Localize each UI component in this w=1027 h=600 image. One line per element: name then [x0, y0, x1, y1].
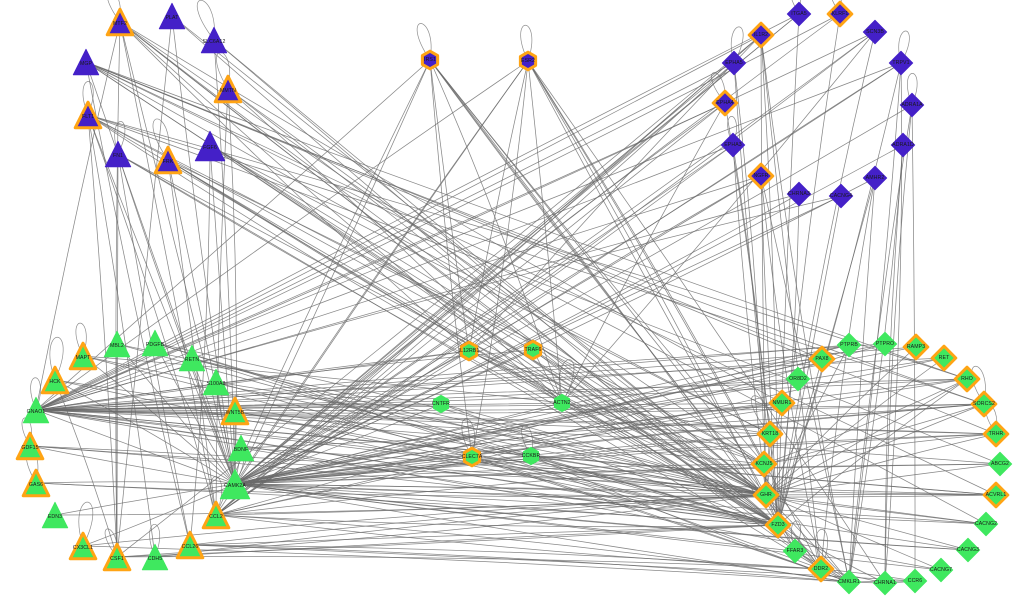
- node-sorcs2[interactable]: SORCS2: [970, 390, 998, 418]
- node-trpv1[interactable]: TRPV1: [887, 49, 915, 77]
- node-bdnf[interactable]: BDNF: [226, 433, 256, 463]
- node-ccr6[interactable]: CCR6: [901, 567, 929, 595]
- node-rho[interactable]: RHO: [953, 365, 981, 393]
- node-ddr2[interactable]: DDR2: [807, 555, 835, 583]
- node-gdf15[interactable]: GDF15: [15, 431, 45, 461]
- node-actn2[interactable]: ACTN2: [551, 392, 573, 414]
- node-ffar3[interactable]: FFAR3: [781, 537, 809, 565]
- node-s100a8[interactable]: S100A8: [201, 367, 231, 397]
- node-ccl26[interactable]: CCL26: [175, 530, 205, 560]
- node-il1r2[interactable]: IL1R2: [747, 21, 775, 49]
- node-hck[interactable]: HCK: [40, 365, 70, 395]
- node-cckbr[interactable]: CCKBR: [520, 445, 542, 467]
- node-cmklr1[interactable]: CMKLR1: [835, 568, 863, 596]
- node-plat[interactable]: PLAT: [157, 1, 187, 31]
- node-mgp[interactable]: MGP: [71, 47, 101, 77]
- node-fzd3[interactable]: FZD3: [764, 511, 792, 539]
- node-ramp3[interactable]: RAMP3: [902, 333, 930, 361]
- node-ngfr[interactable]: NGFR: [747, 162, 775, 190]
- node-cdh5[interactable]: CDH5: [140, 542, 170, 572]
- node-abcg2[interactable]: ABCG2: [986, 450, 1014, 478]
- node-camk2a[interactable]: CAMK2A: [218, 467, 252, 501]
- node-chrna1[interactable]: CHRNA1: [871, 569, 899, 597]
- node-cacng7[interactable]: CACNG7: [927, 556, 955, 584]
- node-cx3cl1[interactable]: CX3CL1: [68, 531, 98, 561]
- node-mmtn[interactable]: MMTN: [213, 74, 243, 104]
- node-irs1[interactable]: IRS1: [419, 49, 441, 71]
- node-traf6[interactable]: TRAF6: [522, 339, 544, 361]
- node-kcnj5[interactable]: KCNJ5: [750, 450, 778, 478]
- node-clec7a[interactable]: CLEC7A: [461, 446, 483, 468]
- node-cacng4[interactable]: CACNG4: [827, 182, 855, 210]
- node-flt1[interactable]: FLT1: [73, 100, 103, 130]
- node-cntfr[interactable]: CNTFR: [430, 393, 452, 415]
- node-pdgfb[interactable]: PDGFB: [140, 328, 170, 358]
- node-ccl2[interactable]: CCL2: [201, 500, 231, 530]
- node-mtf2[interactable]: MTF2: [105, 7, 135, 37]
- node-klrf1[interactable]: KLRF1: [826, 0, 854, 28]
- node-scn3b[interactable]: SCN3B: [861, 18, 889, 46]
- node-slc6a12[interactable]: SLC6A12: [199, 25, 229, 55]
- node-edn3[interactable]: EDN3: [40, 500, 70, 530]
- node-itga5[interactable]: ITGA5: [785, 0, 813, 28]
- node-fgf6[interactable]: FGF6: [193, 129, 227, 163]
- node-adra1d[interactable]: ADRA1D: [889, 131, 917, 159]
- node-adra1a[interactable]: ADRA1A: [898, 91, 926, 119]
- node-csf1[interactable]: CSF1: [102, 542, 132, 572]
- node-nmur1[interactable]: NMUR1: [768, 389, 796, 417]
- node-ptpro[interactable]: PTPRO: [871, 330, 899, 358]
- node-ghr[interactable]: GHR: [752, 481, 780, 509]
- node-epha4[interactable]: EPHA4: [711, 89, 739, 117]
- node-esr2[interactable]: ESR2: [517, 50, 539, 72]
- node-ptprb[interactable]: PTPRB: [835, 331, 863, 359]
- node-krt18[interactable]: KRT18: [756, 420, 784, 448]
- node-mapt[interactable]: MAPT: [68, 341, 98, 371]
- node-amhr2[interactable]: AMHR2: [861, 164, 889, 192]
- node-mbl2[interactable]: MBL2: [102, 329, 132, 359]
- node-acvrl1[interactable]: ACVRL1: [982, 481, 1010, 509]
- node-epha5[interactable]: EPHA5: [720, 49, 748, 77]
- node-fn1[interactable]: FN1: [103, 139, 133, 169]
- node-cacng3[interactable]: CACNG3: [954, 536, 982, 564]
- node-gas6[interactable]: GAS6: [21, 468, 51, 498]
- node-epha3[interactable]: EPHA3: [719, 131, 747, 159]
- node-frk[interactable]: FRK: [153, 145, 183, 175]
- node-trhr[interactable]: TRHR: [982, 420, 1010, 448]
- node-gnao1[interactable]: GNAO1: [21, 395, 51, 425]
- node-wnt5b[interactable]: WNT5B: [220, 396, 250, 426]
- node-chrna3[interactable]: CHRNA3: [785, 180, 813, 208]
- node-pax8[interactable]: PAX8: [808, 345, 836, 373]
- node-il12rb1[interactable]: IL12RB1: [458, 340, 480, 362]
- node-cacng2[interactable]: CACNG2: [972, 510, 1000, 538]
